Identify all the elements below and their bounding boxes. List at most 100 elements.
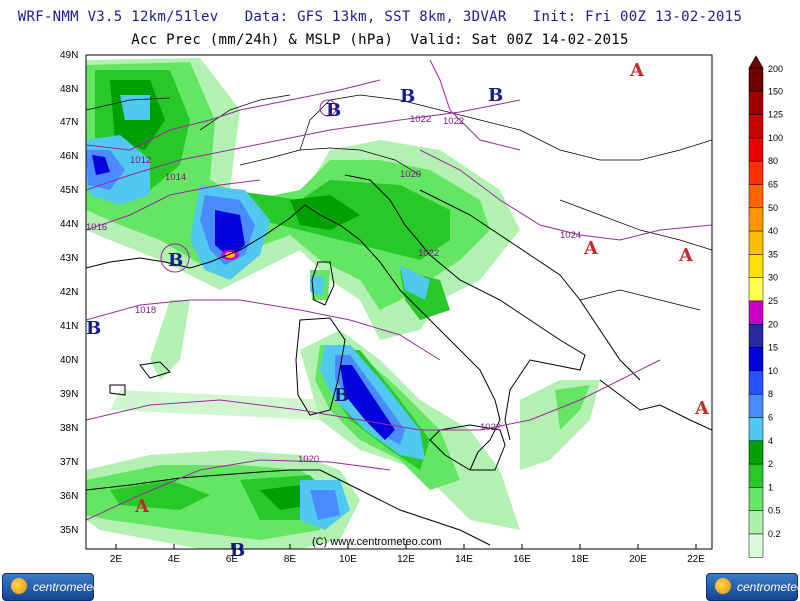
colorbar-label: 200: [768, 64, 783, 74]
latitude-axis: 49N 48N 47N 46N 45N 44N 43N 42N 41N 40N …: [60, 50, 78, 536]
colorbar-label: 125: [768, 110, 783, 120]
coastlines: [86, 94, 712, 546]
colorbar-swatch: [748, 324, 764, 348]
colorbar-swatch: [748, 440, 764, 465]
isobar-label: 1022: [443, 116, 464, 127]
lat-label: 35N: [60, 525, 78, 536]
colorbar-label: 6: [768, 413, 773, 423]
low-pressure-center: B: [86, 318, 101, 339]
logo-text: centrometeo: [737, 580, 800, 594]
lon-label: 18E: [571, 554, 589, 565]
lat-label: 43N: [60, 253, 78, 264]
colorbar-label: 1: [768, 482, 773, 492]
lat-label: 41N: [60, 321, 78, 332]
colorbar-swatch: [748, 463, 764, 488]
colorbar-label: 50: [768, 203, 778, 213]
colorbar-label: 30: [768, 273, 778, 283]
colorbar-swatch: [748, 207, 764, 232]
colorbar-label: 2: [768, 459, 773, 469]
isobar-lines: [86, 59, 712, 521]
lon-label: 2E: [110, 554, 123, 565]
colorbar-swatch: [748, 533, 764, 558]
isobar-label: 1020: [400, 169, 421, 180]
colorbar-label: 25: [768, 296, 778, 306]
low-pressure-center: B: [326, 100, 341, 121]
colorbar-swatch: [748, 137, 764, 162]
lon-label: 10E: [339, 554, 357, 565]
lat-label: 39N: [60, 389, 78, 400]
lat-label: 48N: [60, 84, 78, 95]
colorbar-label: 65: [768, 180, 778, 190]
low-pressure-center: B: [400, 86, 415, 107]
colorbar-label: 4: [768, 436, 773, 446]
low-pressure-center: B: [488, 85, 503, 106]
credit-text: (C) www.centrometeo.com: [312, 536, 442, 548]
low-pressure-center: B: [168, 250, 183, 271]
isobar-label: 1016: [86, 222, 107, 233]
high-pressure-center: A: [134, 496, 150, 517]
colorbar-swatch: [748, 67, 764, 92]
colorbar-swatch: [748, 300, 764, 325]
lon-label: 20E: [629, 554, 647, 565]
isobar-label: 1020: [298, 454, 319, 465]
colorbar-label: 10: [768, 366, 778, 376]
isobar-label: 1022: [480, 422, 501, 433]
colorbar-label: 100: [768, 133, 783, 143]
lat-label: 40N: [60, 355, 78, 366]
lat-label: 46N: [60, 151, 78, 162]
colorbar-label: 15: [768, 343, 778, 353]
colorbar-label: 80: [768, 156, 778, 166]
logo-text: centrometeo: [33, 580, 100, 594]
lat-label: 42N: [60, 287, 78, 298]
lat-label: 45N: [60, 185, 78, 196]
colorbar: 200 150 125 100 80 65 50 40 35 30 25 20 15 10 8 6 4 2 1 0.5…: [748, 55, 783, 558]
lat-label: 37N: [60, 457, 78, 468]
colorbar-swatch: [748, 230, 764, 255]
lon-label: 6E: [226, 554, 239, 565]
colorbar-label: 0.2: [768, 529, 781, 539]
isobar-label: 1024: [560, 230, 581, 241]
colorbar-swatch: [748, 184, 764, 209]
lon-label: 22E: [687, 554, 705, 565]
lat-label: 38N: [60, 423, 78, 434]
header-line-1: WRF-NMM V3.5 12km/51lev Data: GFS 13km, …: [17, 9, 743, 25]
colorbar-label: 150: [768, 86, 783, 96]
high-pressure-center: A: [678, 245, 694, 266]
colorbar-top-arrow: [748, 55, 764, 69]
colorbar-label: 8: [768, 389, 773, 399]
colorbar-swatch: [748, 277, 764, 302]
lat-label: 36N: [60, 491, 78, 502]
lon-label: 14E: [455, 554, 473, 565]
colorbar-label: 40: [768, 226, 778, 236]
centrometeo-logo-right: centrometeo: [706, 573, 800, 601]
isobar-label: 1022: [410, 114, 431, 125]
colorbar-swatch: [748, 417, 764, 442]
sun-icon: [715, 578, 731, 594]
map-frame: [85, 54, 713, 550]
colorbar-label: 20: [768, 319, 778, 329]
low-pressure-center: B: [334, 385, 349, 406]
colorbar-swatch: [748, 510, 764, 535]
colorbar-swatch: [748, 91, 764, 115]
lat-label: 49N: [60, 50, 78, 61]
colorbar-label: 0.5: [768, 506, 781, 516]
map-ticks: [115, 544, 697, 549]
colorbar-label: 35: [768, 249, 778, 259]
isobar-label: 1014: [165, 172, 186, 183]
centrometeo-logo-left: centrometeo: [2, 573, 100, 601]
header-line-2: Acc Prec (mm/24h) & MSLP (hPa) Valid: Sa…: [131, 32, 629, 48]
colorbar-swatch: [748, 347, 764, 372]
lon-label: 4E: [168, 554, 181, 565]
colorbar-swatch: [748, 254, 764, 278]
colorbar-swatch: [748, 393, 764, 418]
lon-label: 8E: [284, 554, 297, 565]
colorbar-swatch: [748, 370, 764, 395]
colorbar-swatch: [748, 114, 764, 139]
lon-label: 12E: [397, 554, 415, 565]
isobar-label: 1012: [130, 155, 151, 166]
isobar-label: 1018: [135, 305, 156, 316]
sun-icon: [11, 578, 27, 594]
lat-label: 44N: [60, 219, 78, 230]
low-pressure-center: B: [230, 540, 245, 561]
